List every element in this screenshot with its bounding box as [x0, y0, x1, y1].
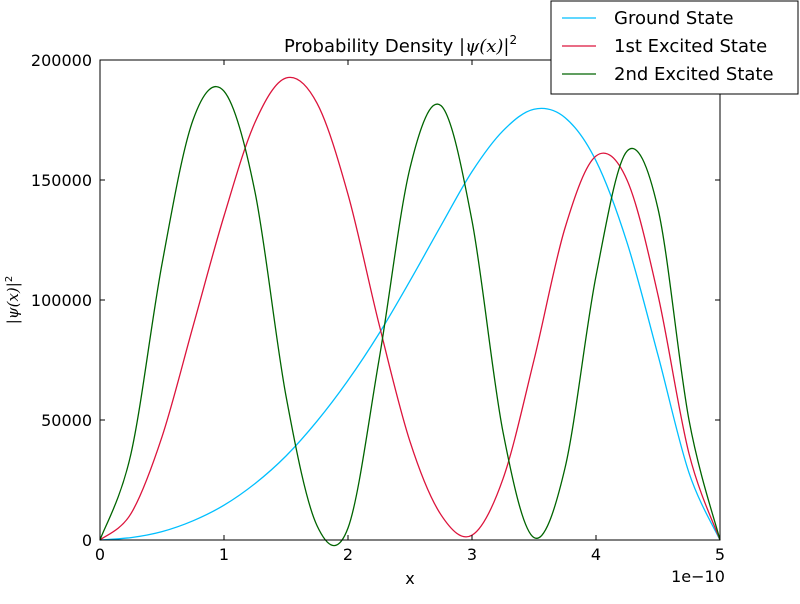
- legend-label-3: 2nd Excited State: [614, 64, 774, 85]
- x-tick-label: 5: [715, 545, 725, 564]
- series-layer: [99, 76, 721, 547]
- legend: Ground State 1st Excited State 2nd Excited…: [550, 0, 799, 95]
- series-line-1: [99, 107, 721, 541]
- series-line-2: [99, 76, 721, 541]
- chart-title-math: |ψ(x)|: [459, 36, 509, 57]
- x-tick-label: 1: [219, 545, 229, 564]
- x-tick-label: 0: [95, 545, 105, 564]
- legend-label-2: 1st Excited State: [614, 36, 767, 57]
- chart-title: Probability Density |ψ(x)|2: [284, 33, 517, 57]
- x-tick-label: 2: [343, 545, 353, 564]
- y-axis-label-math: |ψ(x)|: [4, 282, 22, 324]
- chart-title-text: Probability Density: [284, 36, 459, 57]
- x-tick-label: 3: [467, 545, 477, 564]
- x-tick-label: 4: [591, 545, 601, 564]
- legend-items: Ground State 1st Excited State 2nd Excited…: [562, 8, 774, 85]
- legend-label-1: Ground State: [614, 8, 734, 29]
- x-axis-ticks: 0 1 2 3 4 5: [95, 60, 725, 564]
- y-axis-label: |ψ(x)|2: [4, 276, 22, 324]
- y-tick-label: 150000: [31, 171, 92, 190]
- y-axis-ticks: 0 50000 100000 150000 200000: [31, 51, 720, 550]
- series-line-3: [99, 85, 721, 547]
- x-axis-label: x: [405, 569, 414, 588]
- chart-title-exponent: 2: [509, 33, 517, 47]
- y-tick-label: 50000: [41, 411, 92, 430]
- x-offset-label: 1e−10: [671, 567, 725, 586]
- y-tick-label: 100000: [31, 291, 92, 310]
- y-tick-label: 0: [82, 531, 92, 550]
- y-tick-label: 200000: [31, 51, 92, 70]
- y-axis-label-exponent: 2: [4, 276, 15, 282]
- legend-box: [550, 0, 799, 95]
